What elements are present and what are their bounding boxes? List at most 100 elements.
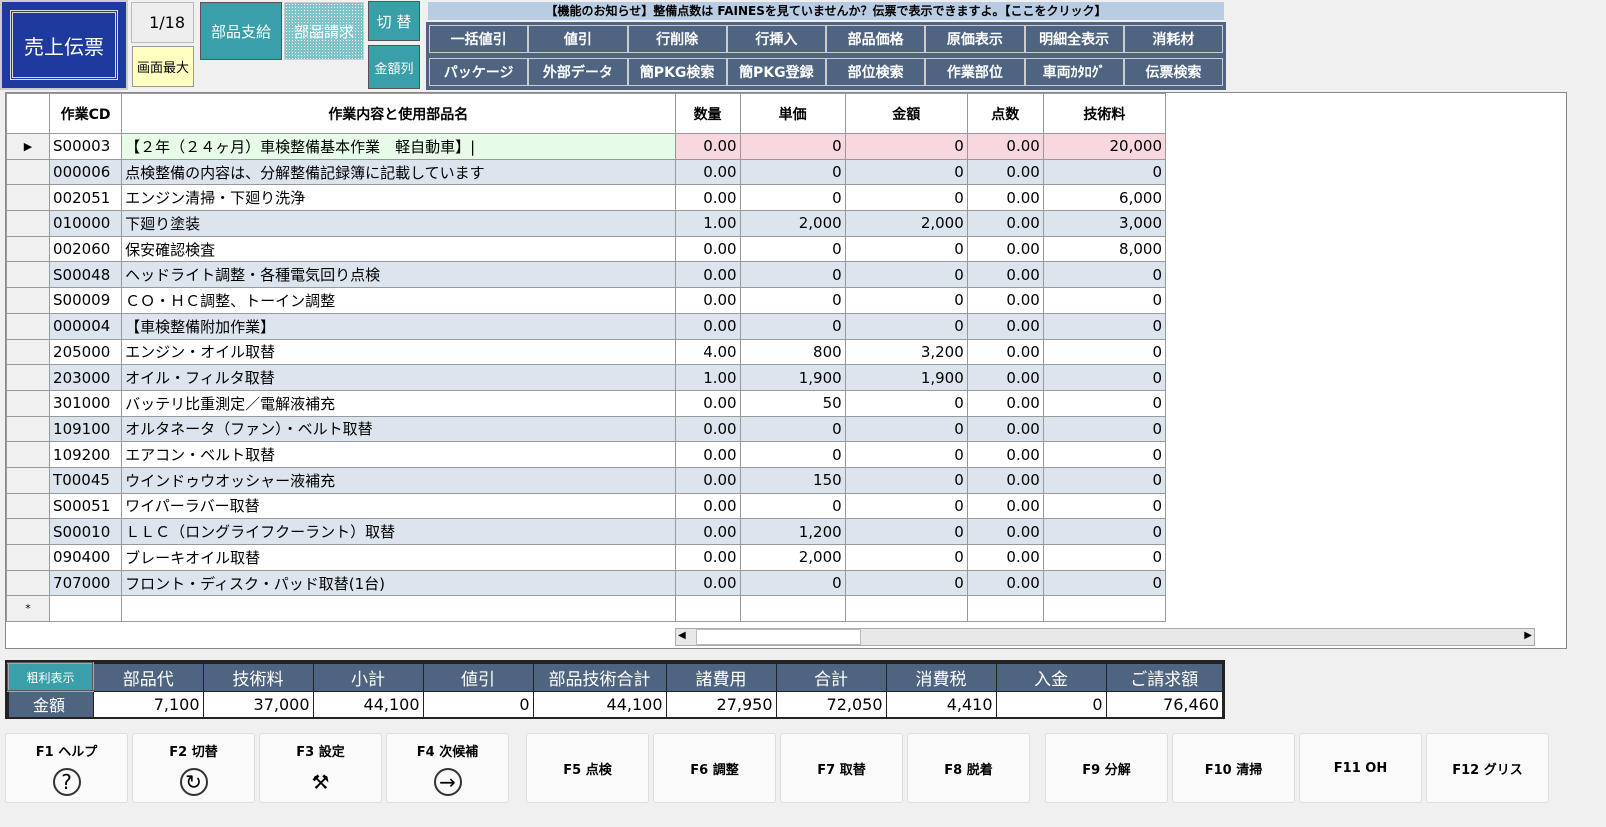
toolbar-button[interactable]: 行削除 [627, 25, 727, 53]
row-selector[interactable] [6, 158, 51, 186]
cell[interactable]: S00010 [49, 518, 123, 545]
cell[interactable]: 0.00 [674, 312, 741, 340]
toolbar-button[interactable]: 部品価格 [826, 25, 926, 53]
table-row[interactable]: 002051 エンジン清掃・下廻り洗浄 0.00 0 0 0.00 6,000 [6, 184, 1167, 212]
table-row[interactable]: 002060 保安確認検査 0.00 0 0 0.00 8,000 [6, 235, 1167, 263]
cell[interactable]: 000006 [49, 158, 123, 186]
cell[interactable]: 109100 [49, 415, 123, 443]
cell[interactable]: エアコン・ベルト取替 [121, 441, 676, 468]
table-row[interactable]: S00010 ＬＬＣ（ロングライフクーラント）取替 0.00 1,200 0 0.00 0 [6, 518, 1167, 545]
parts-request-button[interactable]: 部品請求 [284, 2, 364, 60]
cell[interactable]: 000004 [49, 312, 123, 340]
cell[interactable]: 0 [739, 184, 846, 212]
cell[interactable]: 0 [739, 158, 846, 186]
cell[interactable]: 0.00 [674, 492, 741, 520]
cell[interactable]: 0 [844, 184, 968, 212]
table-row[interactable]: 000004 【車検整備附加作業】 0.00 0 0 0.00 0 [6, 312, 1167, 340]
cell[interactable] [1042, 595, 1167, 623]
table-row[interactable]: 205000 エンジン・オイル取替 4.00 800 3,200 0.00 0 [6, 338, 1167, 366]
cell[interactable]: 0.00 [674, 235, 741, 263]
cell[interactable]: 0 [1042, 492, 1167, 520]
cell[interactable]: ウインドゥウオッシャー液補充 [121, 466, 676, 494]
column-header[interactable]: 単価 [739, 93, 846, 134]
cell[interactable] [49, 595, 123, 623]
table-row[interactable]: 109200 エアコン・ベルト取替 0.00 0 0 0.00 0 [6, 441, 1167, 468]
cell[interactable]: 0 [844, 544, 968, 571]
column-header[interactable]: 作業CD [49, 93, 123, 134]
cell[interactable]: ＣＯ・ＨＣ調整、トーイン調整 [121, 287, 676, 314]
cell[interactable]: S00048 [49, 261, 123, 289]
cell[interactable]: 707000 [49, 569, 123, 597]
function-key-f10[interactable]: F10 清掃 [1172, 733, 1295, 803]
scroll-right-icon[interactable]: ▶ [1524, 630, 1532, 641]
row-selector[interactable] [6, 364, 51, 391]
cell[interactable]: 0.00 [674, 389, 741, 417]
cell[interactable]: 0 [1042, 544, 1167, 571]
cell[interactable]: 0 [739, 287, 846, 314]
cell[interactable]: 【２年（２４ヶ月）車検整備基本作業 軽自動車】| [121, 133, 676, 160]
cell[interactable]: 002051 [49, 184, 123, 212]
cell[interactable]: 0.00 [966, 415, 1044, 443]
cell[interactable]: 0 [1042, 312, 1167, 340]
table-row[interactable]: S00048 ヘッドライト調整・各種電気回り点検 0.00 0 0 0.00 0 [6, 261, 1167, 289]
cell[interactable]: 0.00 [966, 518, 1044, 545]
scroll-left-icon[interactable]: ◀ [678, 630, 686, 641]
cell[interactable]: バッテリ比重測定／電解液補充 [121, 389, 676, 417]
cell[interactable]: 0.00 [966, 441, 1044, 468]
toolbar-button[interactable]: 簡PKG登録 [726, 58, 826, 86]
function-key-f5[interactable]: F5 点検 [526, 733, 649, 803]
toolbar-button[interactable]: 明細全表示 [1024, 25, 1124, 53]
toolbar-button[interactable]: 車両ｶﾀﾛｸﾞ [1024, 58, 1124, 86]
row-selector[interactable] [6, 235, 51, 263]
cell[interactable]: 109200 [49, 441, 123, 468]
cell[interactable]: 203000 [49, 364, 123, 391]
toolbar-button[interactable]: 値引 [528, 25, 628, 53]
cell[interactable]: 0.00 [966, 184, 1044, 212]
column-header[interactable]: 数量 [674, 93, 741, 134]
cell[interactable]: 0 [844, 158, 968, 186]
toolbar-button[interactable]: 伝票検索 [1123, 58, 1223, 86]
amount-column-button[interactable]: 金額列 [368, 45, 420, 89]
function-key-f3[interactable]: F3 設定 ⚒ [259, 733, 382, 803]
cell[interactable]: 0.00 [966, 312, 1044, 340]
cell[interactable]: 0.00 [966, 569, 1044, 597]
cell[interactable]: 0 [739, 133, 846, 160]
cell[interactable]: オイル・フィルタ取替 [121, 364, 676, 391]
cell[interactable]: 1.00 [674, 210, 741, 237]
cell[interactable]: 6,000 [1042, 184, 1167, 212]
row-selector[interactable]: ▶ [6, 133, 51, 160]
cell[interactable]: 0 [1042, 569, 1167, 597]
cell[interactable]: 0.00 [966, 466, 1044, 494]
function-key-f7[interactable]: F7 取替 [780, 733, 903, 803]
cell[interactable]: 20,000 [1042, 133, 1167, 160]
column-header[interactable]: 技術料 [1042, 93, 1167, 134]
cell[interactable]: 【車検整備附加作業】 [121, 312, 676, 340]
cell[interactable]: 0 [1042, 415, 1167, 443]
cell[interactable]: 0 [739, 261, 846, 289]
cell[interactable]: 2,000 [739, 210, 846, 237]
toolbar-button[interactable]: 外部データ [528, 58, 628, 86]
cell[interactable]: 010000 [49, 210, 123, 237]
row-selector[interactable] [6, 441, 51, 468]
cell[interactable]: 0 [739, 235, 846, 263]
parts-supply-button[interactable]: 部品支給 [200, 2, 282, 60]
cell[interactable]: 800 [739, 338, 846, 366]
cell[interactable]: 0.00 [674, 133, 741, 160]
function-key-f12[interactable]: F12 グリス [1426, 733, 1549, 803]
cell[interactable]: 0 [739, 441, 846, 468]
cell[interactable]: 保安確認検査 [121, 235, 676, 263]
cell[interactable]: 2,000 [739, 544, 846, 571]
row-selector[interactable] [6, 544, 51, 571]
detail-grid[interactable]: 作業CD 作業内容と使用部品名 数量 単価 金額 点数 技術料 ▶ S00003 【２年（２４ヶ… [5, 92, 1567, 649]
toolbar-button[interactable]: 消耗材 [1123, 25, 1223, 53]
cell[interactable]: 0.00 [674, 466, 741, 494]
row-selector[interactable] [6, 466, 51, 494]
toolbar-button[interactable]: 簡PKG検索 [627, 58, 727, 86]
cell[interactable]: 0 [1042, 338, 1167, 366]
cell[interactable]: 0 [844, 312, 968, 340]
cell[interactable]: 0 [739, 415, 846, 443]
column-header[interactable]: 点数 [966, 93, 1044, 134]
cell[interactable]: 0.00 [674, 158, 741, 186]
cell[interactable]: 50 [739, 389, 846, 417]
row-selector[interactable] [6, 415, 51, 443]
